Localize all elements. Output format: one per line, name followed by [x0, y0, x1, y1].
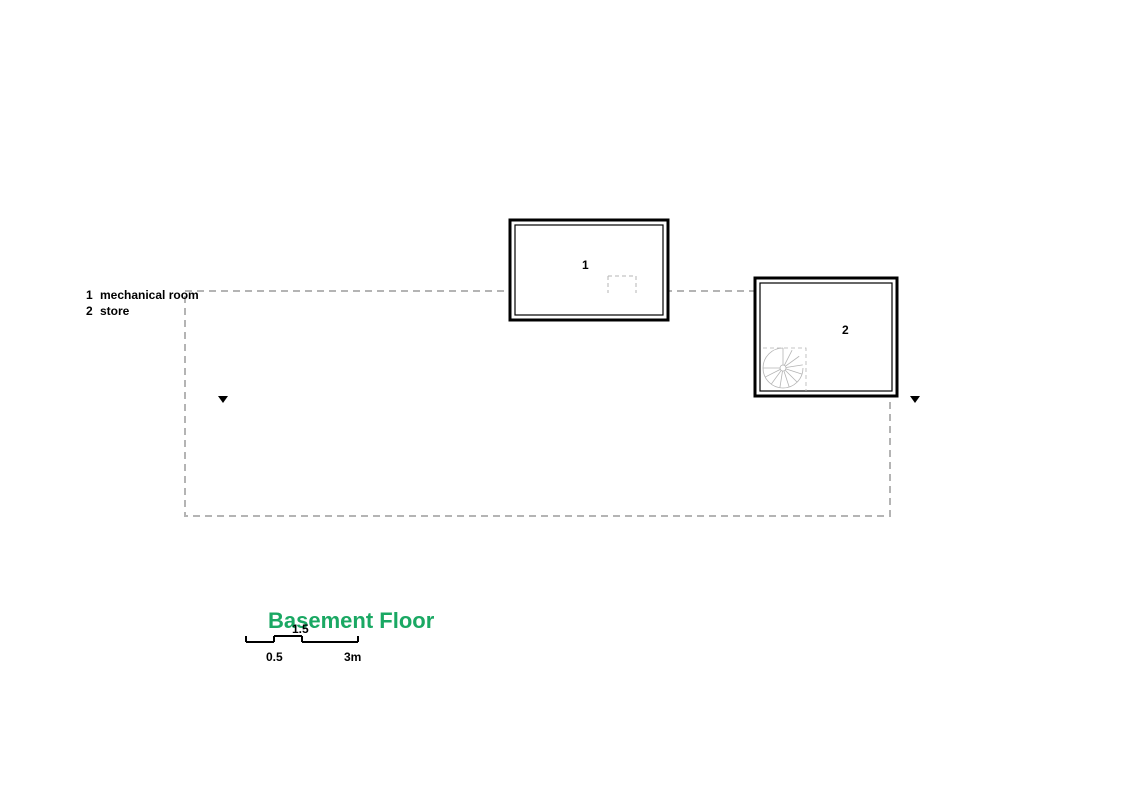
room-2-outer-wall — [755, 278, 897, 396]
room-1-label: 1 — [582, 258, 589, 272]
legend-label: store — [100, 304, 129, 318]
floor-plan-svg — [0, 0, 1133, 800]
room-1 — [510, 220, 668, 320]
legend-num: 1 — [86, 287, 100, 303]
room-1-outer-wall — [510, 220, 668, 320]
room-2-label: 2 — [842, 323, 849, 337]
scale-bar — [246, 636, 358, 642]
legend-item: 2store — [86, 303, 199, 319]
scale-value: 1.5 — [292, 622, 309, 636]
scale-value: 3m — [344, 650, 361, 664]
legend-item: 1mechanical room — [86, 287, 199, 303]
section-arrow-left — [218, 396, 228, 403]
legend-label: mechanical room — [100, 288, 199, 302]
room-legend: 1mechanical room2store — [86, 287, 199, 319]
room-2 — [755, 278, 897, 396]
scale-value: 0.5 — [266, 650, 283, 664]
section-arrow-right — [910, 396, 920, 403]
legend-num: 2 — [86, 303, 100, 319]
